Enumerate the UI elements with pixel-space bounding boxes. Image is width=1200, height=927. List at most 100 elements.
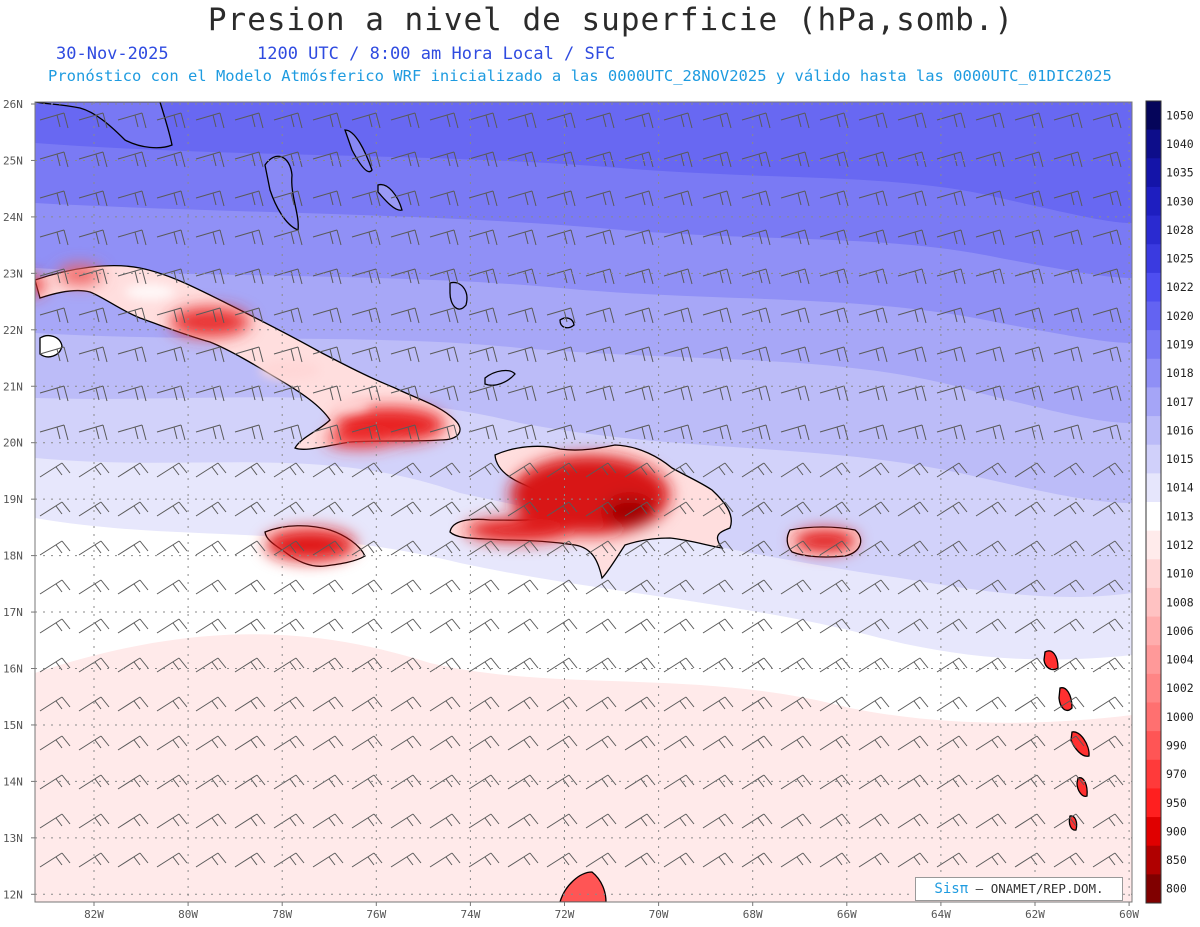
wind-barb <box>429 307 459 324</box>
colorbar-swatch <box>1146 845 1161 875</box>
lon-tick-label: 80W <box>178 908 198 921</box>
wind-barb <box>468 501 500 517</box>
wind-barb <box>819 268 849 285</box>
wind-barb <box>234 579 266 595</box>
wind-barb <box>897 190 927 207</box>
wind-barb <box>390 696 422 712</box>
wind-barb <box>780 774 812 790</box>
wind-barb <box>1092 696 1124 712</box>
wind-barb <box>975 813 1007 829</box>
wind-barb <box>390 735 422 751</box>
colorbar-swatch <box>1146 616 1161 646</box>
latitude-labels: 26N 25N 24N 23N 22N 21N 20N 19N 18N 17N 16N 15N 14N 1… <box>3 98 35 901</box>
colorbar-label: 1015 <box>1166 452 1194 466</box>
wind-barb <box>897 385 927 402</box>
lon-tick-label: 78W <box>272 908 292 921</box>
wind-barb <box>702 190 732 207</box>
wind-barb <box>819 618 851 634</box>
wind-barb <box>585 696 617 712</box>
lon-tick-label: 68W <box>743 908 763 921</box>
wind-barb <box>702 346 732 363</box>
wind-barb <box>390 852 422 868</box>
wind-barb <box>1053 190 1083 207</box>
colorbar-label: 1002 <box>1166 681 1194 695</box>
wind-barb <box>273 813 305 829</box>
wind-barb <box>1014 852 1046 868</box>
wind-barb <box>390 579 422 595</box>
wind-barb <box>468 268 498 285</box>
wind-barb <box>702 385 732 402</box>
wind-barb <box>273 618 305 634</box>
wind-barb <box>663 229 693 246</box>
wind-barb <box>975 268 1005 285</box>
wind-barb <box>195 774 227 790</box>
colorbar-label: 1019 <box>1166 337 1194 351</box>
wind-barb <box>858 112 888 129</box>
wind-barb <box>858 696 890 712</box>
wind-barb <box>936 346 966 363</box>
wind-barb <box>195 462 227 478</box>
wind-barb <box>897 813 929 829</box>
wind-barb <box>312 618 344 634</box>
colorbar-swatch <box>1146 530 1161 560</box>
colorbar-label: 1013 <box>1166 509 1194 523</box>
lat-tick-label: 15N <box>3 719 23 732</box>
wind-barb <box>273 774 305 790</box>
wind-barb <box>780 813 812 829</box>
florida-peninsula <box>35 102 173 149</box>
wind-barb <box>1053 385 1083 402</box>
wind-barb <box>195 618 227 634</box>
lat-tick-label: 16N <box>3 663 23 676</box>
wind-barb <box>351 385 381 402</box>
turks-caicos <box>484 369 516 386</box>
wind-barb <box>702 735 734 751</box>
isla-juventud <box>39 335 63 358</box>
wind-barb <box>585 774 617 790</box>
wind-barb <box>741 112 771 129</box>
colorbar-label: 800 <box>1166 882 1187 896</box>
wind-barb <box>468 346 498 363</box>
wind-barb <box>1092 735 1124 751</box>
wind-barb <box>195 268 225 285</box>
wind-barb <box>39 540 71 556</box>
wind-barb <box>975 385 1005 402</box>
wind-barb <box>858 852 890 868</box>
lat-tick-label: 20N <box>3 437 23 450</box>
wind-barb <box>156 151 186 168</box>
wind-barb <box>780 385 810 402</box>
wind-barb <box>468 462 500 478</box>
wind-barb <box>39 852 71 868</box>
wind-barb <box>195 424 225 441</box>
wind-barb <box>39 462 71 478</box>
wind-barb <box>1053 346 1083 363</box>
wind-barb <box>975 229 1005 246</box>
wind-barb <box>663 852 695 868</box>
wind-barb <box>780 462 812 478</box>
wind-barb <box>234 852 266 868</box>
wind-barb <box>585 190 615 207</box>
wind-barb <box>390 229 420 246</box>
wind-barb <box>936 268 966 285</box>
wind-barb <box>312 190 342 207</box>
wind-barb <box>351 813 383 829</box>
wind-barb <box>429 346 459 363</box>
wind-barb <box>897 735 929 751</box>
wind-barb <box>624 813 656 829</box>
wind-barb <box>117 462 149 478</box>
wind-barb <box>468 229 498 246</box>
wind-barb <box>1092 346 1122 363</box>
lat-tick-label: 14N <box>3 775 23 788</box>
wind-barb <box>117 618 149 634</box>
wind-barb <box>702 579 734 595</box>
wind-barb <box>312 579 344 595</box>
wind-barb <box>663 774 695 790</box>
colorbar-label: 1012 <box>1166 538 1194 552</box>
wind-barb <box>741 501 773 517</box>
wind-barb <box>117 852 149 868</box>
wind-barb <box>975 540 1007 556</box>
wind-barb <box>624 540 656 556</box>
wind-barb <box>1092 112 1122 129</box>
wind-barb <box>624 307 654 324</box>
wind-barb <box>390 346 420 363</box>
wind-barb <box>975 424 1005 441</box>
